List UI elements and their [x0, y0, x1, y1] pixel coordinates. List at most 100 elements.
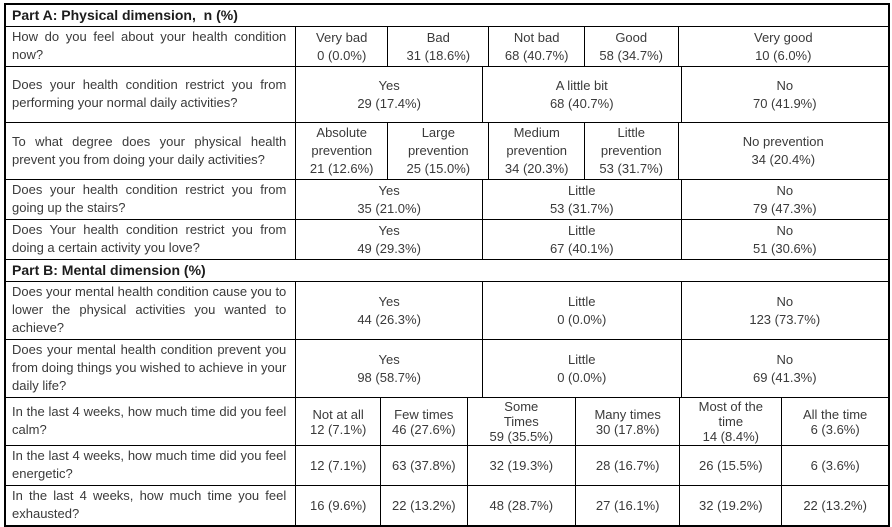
answer-label: No prevention — [742, 134, 824, 149]
answer-cell: Very good 10 (6.0%) — [677, 27, 888, 66]
answer-cell: Yes 35 (21.0%) — [295, 180, 482, 219]
question-cell: Does your mental health condition preven… — [6, 340, 295, 397]
question-text: In the last 4 weeks, how much time did y… — [12, 448, 287, 481]
answer-cell: Yes 44 (26.3%) — [295, 282, 482, 339]
answer-label: Most of the time — [698, 399, 763, 429]
answer-label: No — [776, 182, 794, 198]
answer-value: 98 (58.7%) — [357, 369, 421, 385]
answer-label: Absolute prevention — [311, 125, 373, 158]
answer-value: 51 (30.6%) — [752, 240, 817, 256]
answer-cell: No 69 (41.3%) — [680, 340, 888, 397]
answer-value: 49 (29.3%) — [357, 240, 421, 256]
question-cell: Does your health condition restrict you … — [6, 180, 295, 219]
answer-label: No — [776, 293, 794, 309]
answer-cell: No 51 (30.6%) — [680, 220, 888, 259]
answer-cell: Few times 46 (27.6%) — [380, 398, 467, 445]
table-row: In the last 4 weeks, how much time did y… — [6, 445, 888, 485]
answer-label: Large prevention — [407, 125, 469, 158]
answer-cell: A little bit 68 (40.7%) — [481, 67, 681, 122]
answer-value: 68 (40.7%) — [504, 47, 569, 63]
answer-cell: Most of the time 14 (8.4%) — [679, 398, 781, 445]
question-text: How do you feel about your health condit… — [12, 29, 287, 62]
answer-label: Yes — [378, 351, 400, 367]
question-text: In the last 4 weeks, how much time did y… — [12, 404, 287, 437]
answer-cell: Absolute prevention 21 (12.6%) — [295, 123, 387, 179]
answer-label: A little bit — [555, 77, 608, 93]
answer-cell: 28 (16.7%) — [575, 446, 679, 485]
answer-label: Little — [568, 293, 596, 309]
answer-value: 16 (9.6%) — [309, 497, 367, 513]
answer-value: 12 (7.1%) — [309, 421, 367, 437]
answer-cell: 48 (28.7%) — [466, 486, 575, 525]
answer-cell: 12 (7.1%) — [295, 446, 380, 485]
answer-value: 28 (16.7%) — [595, 457, 660, 473]
answer-label: Little — [568, 182, 596, 198]
answer-value: 22 (13.2%) — [392, 497, 456, 513]
part-b-header: Part B: Mental dimension (%) — [12, 262, 206, 278]
answer-label: Yes — [378, 182, 400, 198]
answer-value: 12 (7.1%) — [309, 457, 367, 473]
answer-cell: No 123 (73.7%) — [680, 282, 888, 339]
answer-value: 34 (20.4%) — [751, 152, 816, 167]
answer-cell: 32 (19.3%) — [466, 446, 575, 485]
answer-value: 63 (37.8%) — [392, 457, 456, 473]
question-text: Does your mental health condition preven… — [12, 342, 287, 393]
answer-value: 67 (40.1%) — [549, 240, 614, 256]
answer-value: 34 (20.3%) — [504, 161, 569, 176]
answer-cell: Not bad 68 (40.7%) — [488, 27, 583, 66]
answer-value: 35 (21.0%) — [357, 200, 421, 216]
table-row: Does your health condition restrict you … — [6, 66, 888, 122]
answer-cell: Yes 98 (58.7%) — [295, 340, 482, 397]
answer-cell: Little 0 (0.0%) — [481, 340, 681, 397]
answer-value: 0 (0.0%) — [317, 47, 367, 63]
answers-group: Yes 44 (26.3%) Little 0 (0.0%) No 123 (73.7… — [295, 282, 888, 339]
answer-cell: Good 58 (34.7%) — [583, 27, 678, 66]
answer-value: 53 (31.7%) — [549, 200, 614, 216]
answers-group: 16 (9.6%) 22 (13.2%) 48 (28.7%) 27 (16.1… — [295, 486, 888, 525]
answer-value: 25 (15.0%) — [406, 161, 471, 176]
answer-value: 59 (35.5%) — [489, 429, 554, 444]
table-row: Does your health condition restrict you … — [6, 179, 888, 219]
question-text: Does Your health condition restrict you … — [12, 222, 287, 255]
answer-value: 0 (0.0%) — [557, 369, 607, 385]
answer-value: 30 (17.8%) — [595, 421, 660, 437]
answer-value: 31 (18.6%) — [406, 47, 471, 63]
answer-value: 27 (16.1%) — [595, 497, 660, 513]
answer-cell: Many times 30 (17.8%) — [575, 398, 679, 445]
answer-label: Medium prevention — [506, 125, 568, 158]
answer-label: Bad — [426, 29, 450, 45]
answer-cell: Bad 31 (18.6%) — [387, 27, 488, 66]
answer-value: 29 (17.4%) — [357, 95, 421, 111]
answer-cell: 22 (13.2%) — [380, 486, 467, 525]
answer-label: Not at all — [312, 406, 364, 422]
question-cell: To what degree does your physical health… — [6, 123, 295, 179]
answers-group: Yes 49 (29.3%) Little 67 (40.1%) No 51 (30.… — [295, 220, 888, 259]
table-row: How do you feel about your health condit… — [6, 26, 888, 66]
answer-cell: Large prevention 25 (15.0%) — [387, 123, 488, 179]
answer-label: Not bad — [513, 29, 560, 45]
answer-cell: Yes 29 (17.4%) — [295, 67, 482, 122]
answer-cell: 16 (9.6%) — [295, 486, 380, 525]
answer-value: 70 (41.9%) — [752, 95, 817, 111]
answer-cell: 32 (19.2%) — [679, 486, 781, 525]
answer-label: No — [776, 351, 794, 367]
answer-cell: Yes 49 (29.3%) — [295, 220, 482, 259]
answer-value: 58 (34.7%) — [599, 47, 664, 63]
answer-label: Very bad — [316, 29, 368, 45]
answer-label: Little — [568, 222, 596, 238]
table-row: In the last 4 weeks, how much time you f… — [6, 485, 888, 525]
table-row: Does your mental health condition cause … — [6, 281, 888, 339]
answer-value: 69 (41.3%) — [752, 369, 817, 385]
question-text: Does your health condition restrict you … — [12, 182, 287, 215]
question-text: To what degree does your physical health… — [12, 133, 287, 167]
answer-cell: No prevention 34 (20.4%) — [677, 123, 888, 179]
part-a-header-row: Part A: Physical dimension, n (%) — [6, 5, 888, 26]
answer-cell: Medium prevention 34 (20.3%) — [488, 123, 583, 179]
answer-label: Very good — [754, 29, 813, 45]
answer-value: 21 (12.6%) — [309, 161, 374, 176]
answer-value: 32 (19.3%) — [489, 457, 554, 473]
questionnaire-table: Part A: Physical dimension, n (%) How do… — [4, 3, 890, 527]
question-text: Does your mental health condition cause … — [12, 284, 287, 335]
answer-label: Yes — [378, 77, 400, 93]
answer-cell: Little 0 (0.0%) — [481, 282, 681, 339]
